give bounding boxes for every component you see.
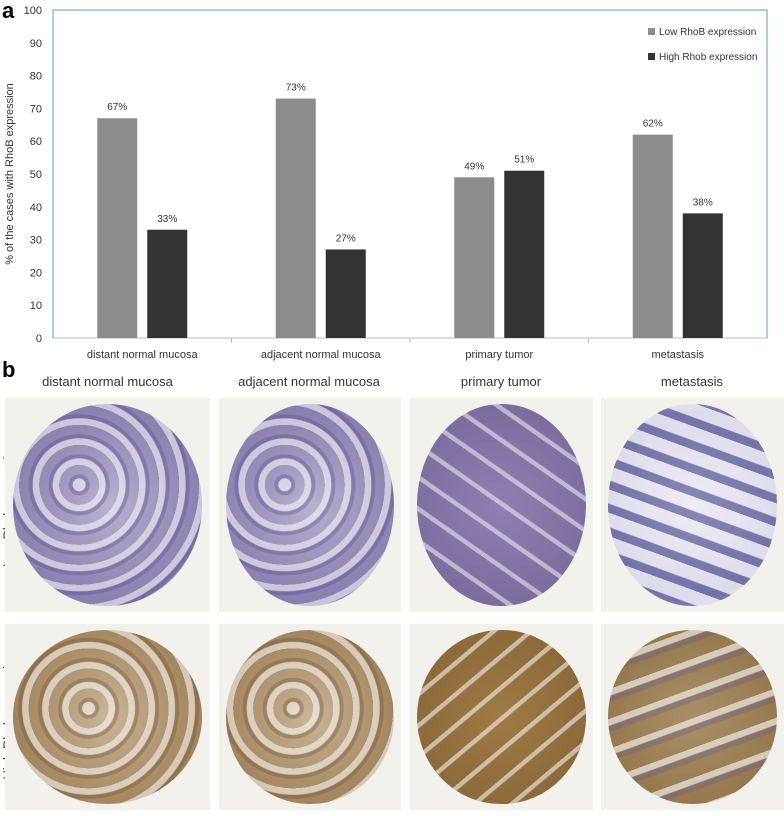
micrograph-low-adjacent <box>219 398 401 612</box>
x-tick-label: adjacent normal mucosa <box>261 349 382 361</box>
panel-a-label: a <box>2 0 15 23</box>
x-tick-label: primary tumor <box>465 349 533 361</box>
column-title-distant: distant normal mucosa <box>42 374 173 389</box>
data-label: 38% <box>693 197 713 208</box>
bar-high <box>682 213 723 338</box>
legend-label: High Rhob expression <box>659 52 757 63</box>
micrograph-high-distant <box>5 624 210 810</box>
bar-low <box>97 118 138 339</box>
y-tick-label: 0 <box>36 333 42 345</box>
bar-low <box>454 177 495 338</box>
data-label: 27% <box>336 233 356 244</box>
column-title-metastasis: metastasis <box>660 374 724 389</box>
y-tick-label: 100 <box>24 5 42 17</box>
column-title-primary: primary tumor <box>460 374 542 389</box>
panel-b-label: b <box>2 357 16 382</box>
micrograph-low-primary <box>410 398 593 612</box>
micrograph-low-distant <box>5 398 210 612</box>
micrograph-low-metastasis <box>601 398 784 612</box>
bar-high <box>504 170 545 338</box>
bar-chart: 0 10 20 30 40 50 60 70 80 90 100 % of the cases wit… <box>4 5 768 361</box>
x-tick-label: distant normal mucosa <box>87 349 199 361</box>
y-tick-label: 40 <box>30 202 42 214</box>
y-tick-label: 20 <box>30 267 42 279</box>
bar-low <box>275 98 316 338</box>
y-tick-label: 60 <box>30 136 42 148</box>
y-tick-label: 80 <box>30 71 42 83</box>
micrograph-high-adjacent <box>219 624 401 810</box>
bar-low <box>632 134 673 338</box>
y-tick-label: 70 <box>30 103 42 115</box>
data-label: 51% <box>514 155 534 166</box>
x-tick-label: metastasis <box>651 349 704 361</box>
bar-high <box>147 229 188 338</box>
data-label: 73% <box>286 83 306 94</box>
legend-label: Low RhoB expression <box>659 27 756 38</box>
y-tick-label: 90 <box>30 38 42 50</box>
micrograph-high-metastasis <box>601 624 784 810</box>
micrograph-high-primary <box>410 624 593 810</box>
bar-high <box>325 249 366 338</box>
column-title-adjacent: adjacent normal mucosa <box>238 374 380 389</box>
legend-swatch <box>648 53 655 60</box>
data-label: 33% <box>157 214 177 225</box>
y-tick-label: 30 <box>30 235 42 247</box>
y-axis-label: % of the cases with RhoB expression <box>4 83 16 265</box>
data-label: 49% <box>464 161 484 172</box>
data-label: 67% <box>107 102 127 113</box>
y-tick-label: 10 <box>30 300 42 312</box>
legend-swatch <box>648 28 655 35</box>
data-label: 62% <box>643 119 663 130</box>
y-tick-label: 50 <box>30 169 42 181</box>
